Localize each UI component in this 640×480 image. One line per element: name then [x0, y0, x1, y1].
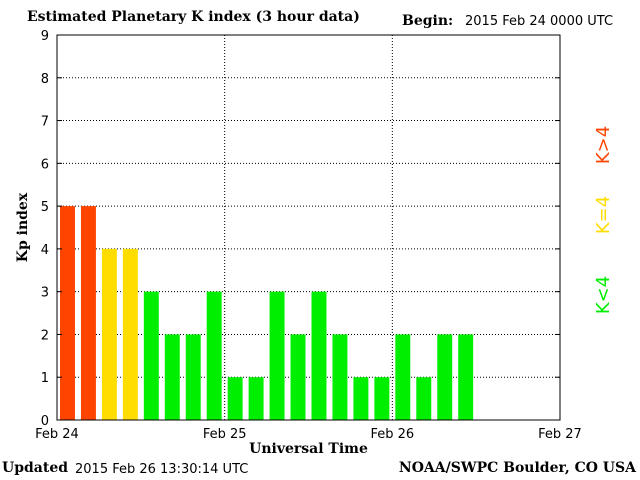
updated-label: Updated [2, 460, 69, 476]
kp-bar [374, 377, 390, 420]
legend-entry: K=4 [593, 196, 614, 234]
kp-bar [143, 291, 159, 420]
kp-bar [332, 334, 348, 420]
y-tick-label: 1 [41, 371, 49, 386]
x-tick-label: Feb 24 [35, 427, 79, 442]
legend-entry: K<4 [593, 276, 614, 314]
y-tick-label: 4 [41, 243, 49, 258]
updated-value: 2015 Feb 26 13:30:14 UTC [75, 462, 249, 477]
kp-bar [164, 334, 180, 420]
x-tick-label: Feb 27 [538, 427, 582, 442]
kp-bar [248, 377, 264, 420]
x-tick-label: Feb 26 [370, 427, 414, 442]
legend: K<4 K=4 K>4 [593, 126, 614, 314]
y-tick-label: 9 [41, 29, 49, 44]
y-tick-label: 5 [41, 200, 49, 215]
kp-bar [227, 377, 243, 420]
y-tick-label: 3 [41, 286, 49, 301]
kp-bar [101, 248, 117, 420]
kp-bar [353, 377, 369, 420]
kp-bar [60, 206, 75, 420]
grid [57, 35, 560, 420]
x-axis-title: Universal Time [249, 441, 368, 457]
kp-bar [206, 291, 222, 420]
y-tick-label: 0 [41, 414, 49, 429]
credit-text: NOAA/SWPC Boulder, CO USA [398, 460, 636, 476]
legend-entry: K>4 [593, 126, 614, 164]
chart-title: Estimated Planetary K index (3 hour data… [27, 9, 360, 25]
kp-bar [458, 334, 474, 420]
plot-frame [56, 34, 561, 421]
bars [60, 206, 474, 420]
kp-bar [80, 206, 96, 420]
y-axis-title: Kp index [15, 192, 31, 262]
kp-bar [395, 334, 411, 420]
kp-bar [290, 334, 306, 420]
y-tick-label: 8 [41, 72, 49, 87]
kp-bar [269, 291, 285, 420]
kp-bar [122, 248, 138, 420]
kp-bar [416, 377, 432, 420]
kp-bar [185, 334, 201, 420]
ticks: 0 1 2 3 4 5 6 7 8 9 Feb 24 Feb 25 Feb 26 Feb 27 [35, 29, 582, 442]
x-tick-label: Feb 25 [203, 427, 247, 442]
kp-bar [311, 291, 327, 420]
begin-label: Begin: [402, 13, 454, 29]
begin-value: 2015 Feb 24 0000 UTC [465, 14, 614, 29]
y-tick-label: 6 [41, 157, 49, 172]
y-tick-label: 7 [41, 115, 49, 130]
y-tick-label: 2 [41, 328, 49, 343]
kp-bar [437, 334, 453, 420]
